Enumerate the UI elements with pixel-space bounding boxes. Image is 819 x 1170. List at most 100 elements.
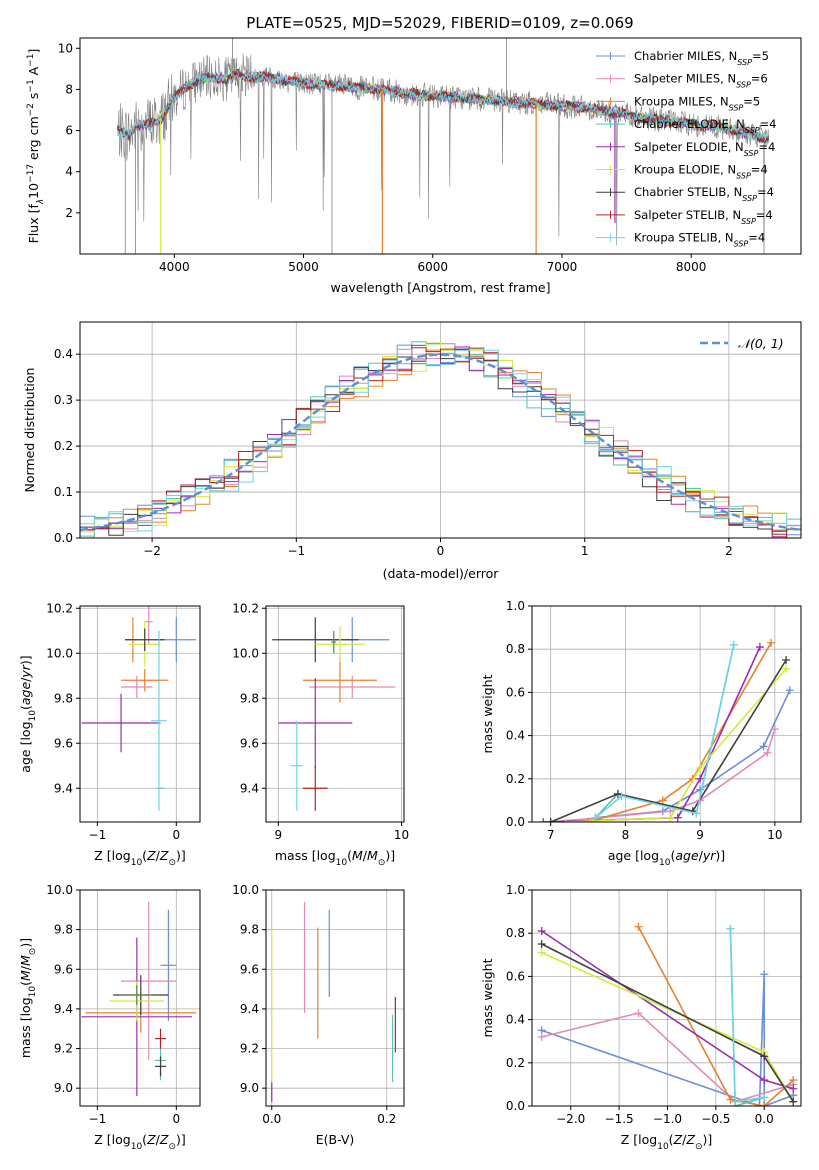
weight-vs-age-ytick-label: 0.4 bbox=[506, 729, 525, 743]
weight-point-kroupa_miles bbox=[726, 1095, 735, 1104]
legend-label-kroupa_stelib: Kroupa STELIB, NSSP=4 bbox=[634, 231, 765, 249]
normal-curve bbox=[80, 353, 801, 532]
age-vs-Z-xtick-label: −1 bbox=[89, 828, 107, 842]
residual-histogram-ytick-label: 0.3 bbox=[54, 393, 73, 407]
weight-line-chabrier_miles bbox=[595, 689, 791, 819]
legend-label-salpeter_elodie: Salpeter ELODIE, NSSP=4 bbox=[634, 140, 775, 158]
spectrum-model-kroupa_stelib bbox=[117, 71, 770, 142]
age-vs-Z-xlabel: Z [log10(Z/Z⊙)] bbox=[94, 848, 186, 868]
mass-vs-ebv-ytick-label: 9.4 bbox=[240, 1002, 259, 1016]
spectrum-xtick-label: 4000 bbox=[159, 260, 190, 274]
mass-vs-Z-ytick-label: 9.8 bbox=[54, 923, 73, 937]
mass-vs-Z-ytick-label: 9.2 bbox=[54, 1042, 73, 1056]
histogram-xlabel: (data-model)/error bbox=[383, 566, 500, 581]
legend-label-kroupa_miles: Kroupa MILES, NSSP=5 bbox=[634, 94, 760, 112]
spectrum-frame bbox=[79, 37, 802, 255]
mass-vs-ebv-xtick-label: 0.2 bbox=[377, 1112, 396, 1126]
residual-histogram-xtick-label: 0 bbox=[437, 544, 445, 558]
weight-point-chabrier_stelib bbox=[537, 940, 546, 948]
age-vs-Z-ytick-label: 10.2 bbox=[46, 601, 73, 615]
residual-histogram-xtick-label: 1 bbox=[581, 544, 589, 558]
weight-point-chabrier_miles bbox=[785, 686, 794, 695]
spectrum-ylabel: Flux [fλ10−17 erg cm−2 s−1 A−1] bbox=[26, 49, 46, 244]
mass-vs-Z-frame bbox=[79, 889, 201, 1107]
spectrum-ytick-label: 4 bbox=[65, 165, 73, 179]
weight-point-salpeter_miles bbox=[634, 1009, 643, 1018]
mass-vs-ebv-ytick-label: 9.8 bbox=[240, 923, 259, 937]
weight-vs-age-ytick-label: 0.0 bbox=[506, 815, 525, 829]
weight-line-kroupa_miles bbox=[587, 642, 772, 822]
weight-point-salpeter_elodie bbox=[760, 1076, 769, 1085]
weight-vs-Z-ytick-label: 0.6 bbox=[506, 969, 525, 983]
spectrum-xtick-label: 5000 bbox=[288, 260, 319, 274]
weight-point-salpeter_elodie bbox=[755, 643, 764, 652]
weight-vs-Z-xtick-label: −2.0 bbox=[556, 1112, 585, 1126]
weight-vs-Z-ytick-label: 1.0 bbox=[506, 883, 525, 897]
weight-point-kroupa_miles bbox=[634, 922, 643, 931]
weight-vs-age-ytick-label: 0.2 bbox=[506, 772, 525, 786]
age-vs-mass-panel: 9 10 9.4 9.6 9.8 10.0 10.2 mass [log10(M/M⊙)] bbox=[232, 601, 409, 868]
weight-line-chabrier_stelib bbox=[550, 659, 787, 822]
weight-point-kroupa_stelib bbox=[731, 1097, 740, 1106]
residual-histogram-plot-area bbox=[80, 341, 801, 538]
weight-point-chabrier_miles bbox=[696, 785, 705, 794]
legend-label-salpeter_miles: Salpeter MILES, NSSP=6 bbox=[634, 72, 768, 90]
weight-vs-Z-ytick-label: 0.8 bbox=[506, 926, 525, 940]
spectrum-ytick-label: 2 bbox=[65, 206, 73, 220]
spectrum-xtick-label: 7000 bbox=[547, 260, 578, 274]
age-vs-mass-xtick-label: 10 bbox=[394, 828, 409, 842]
spectrum-data-line bbox=[117, 53, 769, 254]
weight-vs-Z-panel: −2.0 −1.5 −1.0 −0.5 0.0 0.0 0.2 0.4 0.6 0.8 1.0 mas… bbox=[480, 883, 802, 1152]
weight-vs-age-ytick-label: 0.6 bbox=[506, 685, 525, 699]
weight-line-kroupa_elodie bbox=[565, 668, 787, 822]
weight-point-salpeter_elodie bbox=[673, 813, 682, 822]
histogram-chabrier_stelib bbox=[80, 348, 801, 538]
spectrum-legend: Chabrier MILES, NSSP=5 Salpeter MILES, NS… bbox=[596, 49, 776, 248]
weight-vs-age-ytick-label: 0.8 bbox=[506, 642, 525, 656]
weight-point-kroupa_stelib bbox=[729, 640, 738, 649]
spectrum-panel: 4000 5000 6000 7000 8000 2 4 6 8 10 wavelength [An… bbox=[26, 37, 802, 295]
weight-vs-age-plot-area bbox=[539, 638, 794, 822]
legend-label-chabrier_elodie: Chabrier ELODIE, NSSP=4 bbox=[634, 117, 776, 135]
age-vs-Z-frame bbox=[79, 605, 201, 823]
age-vs-Z-ytick-label: 9.8 bbox=[54, 691, 73, 705]
legend-label-chabrier_miles: Chabrier MILES, NSSP=5 bbox=[634, 49, 769, 67]
weight-point-salpeter_miles bbox=[770, 725, 779, 734]
legend-label-kroupa_elodie: Kroupa ELODIE, NSSP=4 bbox=[634, 163, 768, 181]
histogram-ylabel: Normed distribution bbox=[22, 368, 37, 493]
weight-point-chabrier_stelib bbox=[782, 656, 791, 664]
age-vs-Z-plot-area bbox=[81, 606, 197, 811]
residual-histogram-xtick-label: 2 bbox=[725, 544, 733, 558]
weight-vs-Z-xtick-label: −1.5 bbox=[605, 1112, 634, 1126]
spectrum-xtick-label: 6000 bbox=[417, 260, 448, 274]
spectrum-ytick-label: 6 bbox=[65, 124, 73, 138]
spectrum-plot-area bbox=[117, 38, 770, 254]
weight-vs-Z-xtick-label: 0.0 bbox=[755, 1112, 774, 1126]
weight-point-salpeter_elodie bbox=[539, 818, 548, 822]
age-vs-Z-xtick-label: 0 bbox=[172, 828, 180, 842]
weight-vs-Z-ytick-label: 0.0 bbox=[506, 1099, 525, 1113]
weight-point-kroupa_miles bbox=[760, 1102, 769, 1106]
weight-vs-age-xlabel: age [log10(age/yr)] bbox=[608, 848, 725, 868]
weight-vs-age-ylabel: mass weight bbox=[480, 674, 495, 753]
weight-vs-Z-plot-area bbox=[537, 922, 798, 1106]
weight-point-kroupa_stelib bbox=[692, 809, 701, 818]
legend-normal-label: 𝒩(0, 1) bbox=[738, 336, 784, 351]
weight-point-kroupa_stelib bbox=[591, 813, 600, 822]
weight-vs-Z-ylabel: mass weight bbox=[480, 958, 495, 1037]
figure-title: PLATE=0525, MJD=52029, FIBERID=0109, z=0… bbox=[246, 14, 633, 32]
mass-vs-ebv-frame bbox=[265, 889, 405, 1107]
mass-vs-ebv-xlabel: E(B-V) bbox=[316, 1132, 355, 1147]
mass-vs-ebv-ytick-label: 9.2 bbox=[240, 1042, 259, 1056]
residual-histogram-xtick-label: −2 bbox=[143, 544, 161, 558]
weight-vs-Z-xlabel: Z [log10(Z/Z⊙)] bbox=[621, 1132, 713, 1152]
mass-vs-Z-ylabel: mass [log10(M/M⊙)] bbox=[18, 938, 38, 1058]
weight-point-kroupa_elodie bbox=[666, 813, 675, 822]
weight-line-chabrier_elodie bbox=[729, 928, 765, 1106]
age-vs-mass-ytick-label: 9.8 bbox=[240, 691, 259, 705]
spectrum-xtick-label: 8000 bbox=[676, 260, 707, 274]
weight-vs-age-frame bbox=[531, 605, 802, 823]
age-vs-mass-ytick-label: 10.0 bbox=[232, 646, 259, 660]
weight-vs-Z-xtick-label: −0.5 bbox=[701, 1112, 730, 1126]
mass-vs-Z-xtick-label: −1 bbox=[89, 1112, 107, 1126]
